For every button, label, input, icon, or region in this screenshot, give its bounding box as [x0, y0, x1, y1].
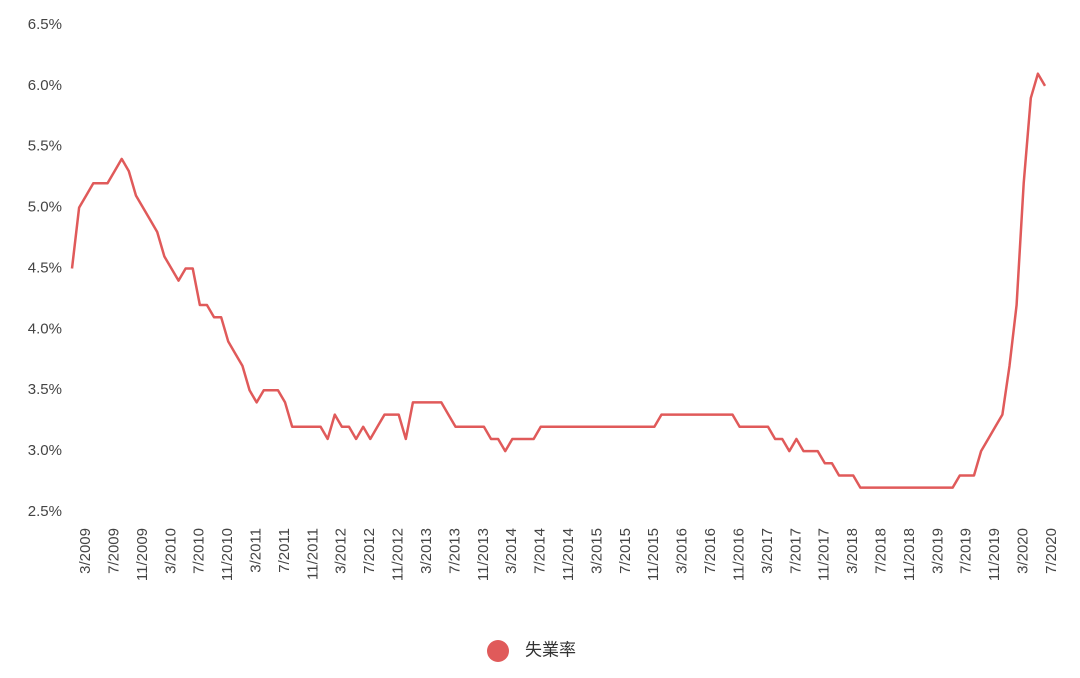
x-tick-label: 7/2015 [617, 528, 634, 574]
x-tick-label: 3/2012 [333, 528, 350, 574]
x-tick-label: 11/2009 [134, 528, 151, 581]
y-tick-label: 5.5% [28, 138, 62, 155]
x-tick-label: 11/2011 [304, 528, 321, 580]
x-tick-label: 3/2015 [588, 528, 605, 574]
y-tick-label: 3.5% [28, 381, 62, 398]
x-tick-label: 11/2015 [645, 528, 662, 581]
x-tick-label: 3/2018 [844, 528, 861, 574]
x-tick-label: 3/2014 [503, 528, 520, 574]
legend-marker [487, 640, 509, 662]
y-tick-label: 3.0% [28, 442, 62, 459]
x-tick-label: 7/2010 [191, 528, 208, 574]
x-tick-label: 7/2016 [702, 528, 719, 574]
x-tick-label: 11/2019 [986, 528, 1003, 581]
x-tick-label: 3/2017 [759, 528, 776, 574]
x-tick-label: 11/2017 [816, 528, 833, 581]
y-tick-label: 2.5% [28, 503, 62, 520]
x-tick-label: 7/2020 [1043, 528, 1060, 574]
x-tick-label: 11/2010 [219, 528, 236, 581]
y-tick-label: 6.5% [28, 16, 62, 33]
x-tick-label: 3/2019 [929, 528, 946, 574]
x-tick-label: 3/2009 [77, 528, 94, 574]
x-tick-label: 7/2017 [787, 528, 804, 574]
x-tick-label: 3/2011 [248, 528, 265, 573]
x-tick-label: 3/2020 [1015, 528, 1032, 574]
y-tick-label: 5.0% [28, 199, 62, 216]
y-tick-label: 4.0% [28, 320, 62, 337]
x-tick-label: 7/2009 [105, 528, 122, 574]
x-tick-label: 7/2013 [446, 528, 463, 574]
x-tick-label: 7/2014 [532, 528, 549, 574]
x-tick-label: 11/2014 [560, 528, 577, 581]
line [70, 72, 1047, 489]
y-tick-label: 4.5% [28, 259, 62, 276]
x-tick-label: 3/2010 [162, 528, 179, 574]
x-tick-label: 7/2018 [873, 528, 890, 574]
x-tick-label: 11/2013 [475, 528, 492, 581]
x-tick-label: 3/2013 [418, 528, 435, 574]
x-tick-label: 3/2016 [674, 528, 691, 574]
x-tick-label: 11/2018 [901, 528, 918, 581]
x-tick-label: 11/2016 [730, 528, 747, 581]
legend-label: 失業率 [525, 640, 576, 659]
x-tick-label: 7/2012 [361, 528, 378, 574]
x-tick-label: 7/2019 [958, 528, 975, 574]
y-tick-label: 6.0% [28, 77, 62, 94]
x-tick-label: 11/2012 [390, 528, 407, 581]
x-tick-label: 7/2011 [276, 528, 293, 573]
